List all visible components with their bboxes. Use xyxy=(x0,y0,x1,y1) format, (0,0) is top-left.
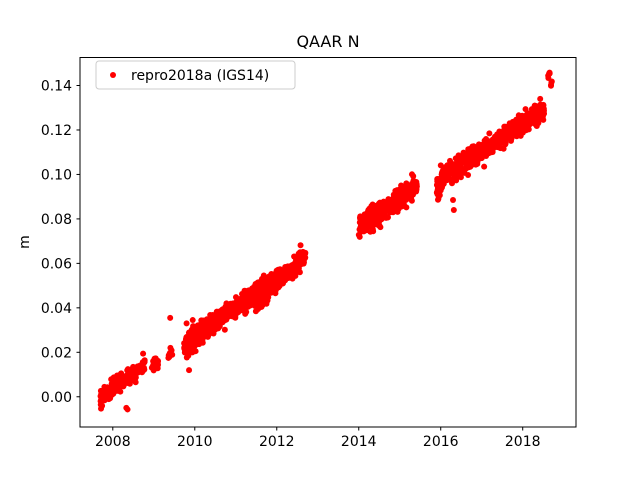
chart-title: QAAR N xyxy=(296,32,359,51)
y-axis-label: m xyxy=(17,235,33,249)
y-tick-label: 0.12 xyxy=(41,123,72,139)
y-tick-label: 0.10 xyxy=(41,167,72,183)
legend-label: repro2018a (IGS14) xyxy=(131,68,269,84)
x-tick-label: 2012 xyxy=(259,434,295,450)
legend-box xyxy=(95,60,296,90)
x-tick-label: 2014 xyxy=(341,434,377,450)
x-tick-label: 2016 xyxy=(423,434,459,450)
x-tick-label: 2018 xyxy=(505,434,541,450)
y-tick-label: 0.02 xyxy=(41,345,72,361)
x-tick-label: 2008 xyxy=(95,434,131,450)
y-tick-label: 0.08 xyxy=(41,212,72,228)
y-tick-label: 0.14 xyxy=(41,79,72,95)
x-tick-label: 2010 xyxy=(177,434,213,450)
data-points xyxy=(97,69,555,413)
y-tick-label: 0.06 xyxy=(41,256,72,272)
legend: repro2018a (IGS14) xyxy=(95,60,296,90)
legend-marker-dot xyxy=(110,72,116,78)
plot-area-border xyxy=(79,57,577,428)
axis-ticks: 2008 2010 2012 2014 2016 2018 0.00 0.02 0.04 0.06… xyxy=(41,79,541,450)
y-tick-label: 0.00 xyxy=(41,390,72,406)
y-tick-label: 0.04 xyxy=(41,301,72,317)
